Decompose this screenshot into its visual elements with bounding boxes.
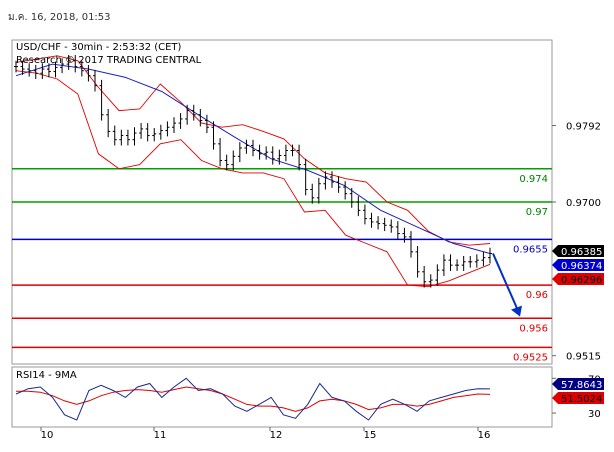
rsi-badge — [552, 378, 604, 390]
level-label: 0.9525 — [513, 352, 548, 363]
level-lines: 0.974 0.97 0.9655 0.96 0.956 0.9525 — [12, 168, 552, 363]
lower-band-line — [15, 70, 491, 288]
y-tick-label: 0.9515 — [566, 352, 601, 363]
date-text: ม.ค. 16, 2018, 01:53 — [8, 12, 111, 23]
price-badge — [552, 273, 604, 285]
x-tick-label: 15 — [364, 430, 377, 441]
price-badge-label: 0.96385 — [561, 247, 602, 258]
price-badge-label: 0.96296 — [561, 275, 602, 286]
date-strip: ม.ค. 16, 2018, 01:53 — [0, 0, 614, 23]
rsi-badge-label: 57.8643 — [561, 380, 602, 391]
chart-subtitle: Research © 2017 TRADING CENTRAL — [16, 55, 202, 66]
level-label: 0.96 — [526, 290, 548, 301]
rsi-panel — [11, 366, 553, 428]
rsi-line — [15, 377, 491, 421]
x-tick-label: 10 — [41, 430, 54, 441]
rsi-tick-label: 30 — [588, 409, 601, 420]
rsi-label: RSI14 - 9MA — [16, 370, 77, 381]
price-candles — [14, 54, 492, 288]
rsi-ma-line — [16, 386, 491, 412]
level-label: 0.97 — [526, 207, 548, 218]
rsi-badge-label: 51.5024 — [561, 394, 602, 405]
x-tick-label: 11 — [154, 430, 167, 441]
x-tick-label: 12 — [270, 430, 283, 441]
level-label: 0.974 — [519, 174, 548, 185]
y-tick-label: 0.9700 — [566, 198, 601, 209]
price-badge-label: 0.96374 — [561, 261, 602, 272]
price-badges: 0.96385 0.96374 0.96296 57.8643 51.5024 — [552, 245, 604, 405]
forecast-arrow — [492, 253, 522, 317]
chart-title: USD/CHF - 30min - 2:53:32 (CET) — [16, 42, 182, 53]
price-badge — [552, 259, 604, 271]
level-label: 0.9655 — [513, 244, 548, 255]
level-label: 0.956 — [519, 323, 548, 334]
rsi-lines — [15, 377, 491, 421]
forecast-line — [492, 253, 519, 312]
x-tick-label: 16 — [478, 430, 491, 441]
forecast-arrowhead — [511, 305, 522, 317]
price-badge — [552, 245, 604, 257]
rsi-badge — [552, 392, 604, 404]
y-tick-label: 0.9792 — [566, 122, 601, 133]
